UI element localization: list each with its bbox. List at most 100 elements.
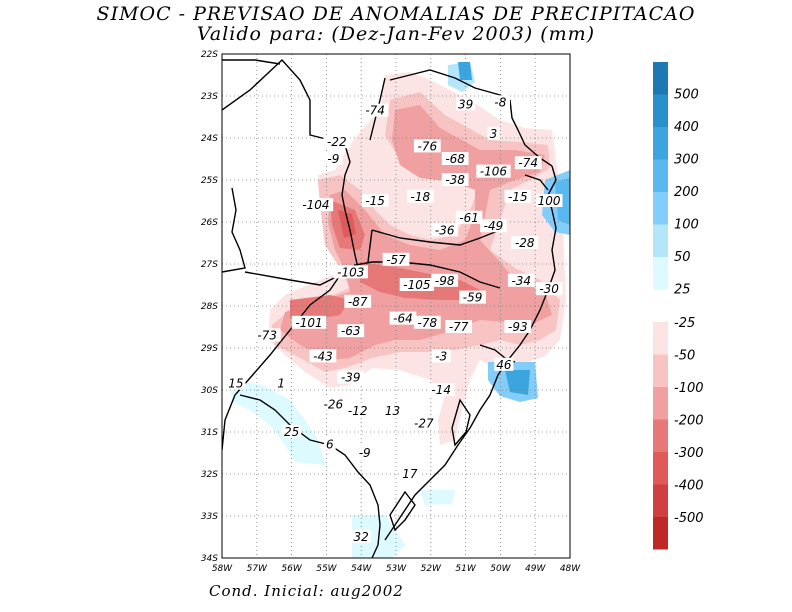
value-label: -9 bbox=[359, 446, 371, 460]
value-label: -30 bbox=[539, 282, 559, 296]
value-label: -98 bbox=[435, 274, 455, 288]
value-label: -28 bbox=[515, 236, 535, 250]
legend-swatch bbox=[653, 224, 668, 257]
legend-swatch bbox=[653, 257, 668, 290]
value-label-bg bbox=[361, 194, 389, 207]
value-label: -101 bbox=[295, 316, 322, 330]
lat-label: 33S bbox=[201, 512, 218, 522]
field-red-3 bbox=[290, 295, 350, 320]
value-label-bg bbox=[333, 265, 368, 279]
value-label-bg bbox=[427, 383, 455, 396]
title-line-2: Valido para: (Dez-Jan-Fev 2003) (mm) bbox=[196, 23, 596, 45]
value-label-bg bbox=[441, 152, 469, 165]
lon-label: 57W bbox=[247, 564, 268, 574]
value-label: -64 bbox=[393, 312, 413, 326]
longitude-labels: 58W 57W 56W 55W 54W 53W 52W 51W 50W 49W 48W bbox=[212, 564, 581, 574]
value-label: 46 bbox=[496, 358, 512, 372]
value-label-bg bbox=[337, 324, 365, 338]
value-label-bg bbox=[323, 135, 351, 149]
legend-label: -100 bbox=[674, 381, 704, 396]
legend-label: 300 bbox=[674, 153, 699, 168]
value-label: -73 bbox=[257, 328, 277, 342]
value-label: -59 bbox=[463, 291, 483, 305]
value-label-bg bbox=[535, 282, 563, 296]
value-label: -106 bbox=[480, 165, 508, 179]
legend-label: 400 bbox=[674, 120, 699, 135]
field-dark-red bbox=[338, 210, 356, 238]
lat-label: 25S bbox=[201, 176, 218, 186]
border-parana-sc bbox=[371, 229, 501, 246]
value-label-bg bbox=[323, 152, 343, 165]
value-label: 39 bbox=[458, 97, 473, 111]
map-frame bbox=[221, 53, 571, 559]
value-label: -74 bbox=[365, 104, 385, 118]
border-west bbox=[222, 187, 246, 273]
value-label-bg bbox=[445, 320, 473, 333]
value-label-bg bbox=[382, 252, 410, 266]
bay bbox=[524, 174, 549, 191]
lat-label: 32S bbox=[201, 470, 218, 480]
field-light-blue-coast bbox=[420, 490, 455, 505]
value-label-bg bbox=[309, 349, 337, 363]
value-label: -57 bbox=[386, 253, 406, 267]
value-label-bg bbox=[504, 320, 532, 333]
legend-swatch bbox=[653, 484, 668, 517]
legend-swatch bbox=[653, 159, 668, 192]
value-label: -78 bbox=[418, 316, 438, 330]
legend-swatch bbox=[653, 322, 668, 355]
legend-label: -500 bbox=[674, 511, 704, 526]
lat-label: 23S bbox=[201, 92, 218, 102]
lon-label: 49W bbox=[525, 564, 546, 574]
value-label: -104 bbox=[302, 198, 329, 212]
value-label: 1 bbox=[277, 377, 285, 391]
value-label: 13 bbox=[385, 404, 400, 418]
value-label-bg bbox=[298, 198, 334, 212]
legend-label: -300 bbox=[674, 446, 704, 461]
value-label-bg bbox=[504, 189, 532, 203]
value-label-bg bbox=[490, 95, 510, 109]
value-label: -49 bbox=[484, 219, 504, 233]
value-label-bg bbox=[406, 189, 434, 203]
coast-sp bbox=[509, 99, 553, 167]
value-label-bg bbox=[487, 126, 500, 140]
legend-label: -25 bbox=[674, 316, 695, 331]
lon-label: 51W bbox=[455, 564, 476, 574]
field-blue-ne-dark bbox=[458, 62, 472, 80]
legend-swatch bbox=[653, 354, 668, 387]
value-label-bg bbox=[253, 328, 281, 342]
anomaly-fields bbox=[230, 62, 570, 558]
lat-label: 22S bbox=[201, 50, 218, 60]
value-label-bg bbox=[282, 425, 302, 438]
lon-label: 55W bbox=[316, 564, 337, 574]
value-label: -74 bbox=[518, 156, 538, 170]
value-label-bg bbox=[455, 210, 483, 224]
value-label: -12 bbox=[348, 404, 368, 418]
value-label-bg bbox=[361, 103, 389, 117]
legend-swatch bbox=[653, 127, 668, 160]
border-parana-river bbox=[367, 229, 373, 263]
value-label: -77 bbox=[449, 320, 469, 334]
legend-label: 25 bbox=[674, 283, 691, 298]
value-label: 100 bbox=[538, 194, 561, 208]
value-label: -8 bbox=[494, 95, 506, 109]
value-label: 32 bbox=[354, 530, 369, 544]
anomaly-values: -74 39 -8 3 -22 -9 -76 -68 -74 -106 -38 -104 -15 -18 -… bbox=[226, 95, 563, 544]
lon-label: 50W bbox=[490, 564, 511, 574]
value-label-bg bbox=[431, 273, 459, 287]
value-label-bg bbox=[413, 139, 441, 153]
value-label: -22 bbox=[327, 135, 347, 149]
legend-swatch bbox=[653, 452, 668, 485]
value-label: 25 bbox=[284, 425, 299, 439]
value-label-bg bbox=[351, 530, 371, 543]
lon-label: 56W bbox=[281, 564, 302, 574]
value-label: -34 bbox=[511, 274, 531, 288]
legend-swatch bbox=[653, 94, 668, 127]
legend-label: 500 bbox=[674, 88, 699, 103]
value-label-bg bbox=[413, 315, 441, 329]
value-label: -43 bbox=[313, 349, 333, 363]
value-label-bg bbox=[337, 370, 365, 384]
value-label: -36 bbox=[435, 223, 455, 237]
lat-label: 31S bbox=[201, 428, 218, 438]
field-light-blue-se bbox=[230, 380, 326, 465]
value-label: 6 bbox=[326, 438, 334, 452]
